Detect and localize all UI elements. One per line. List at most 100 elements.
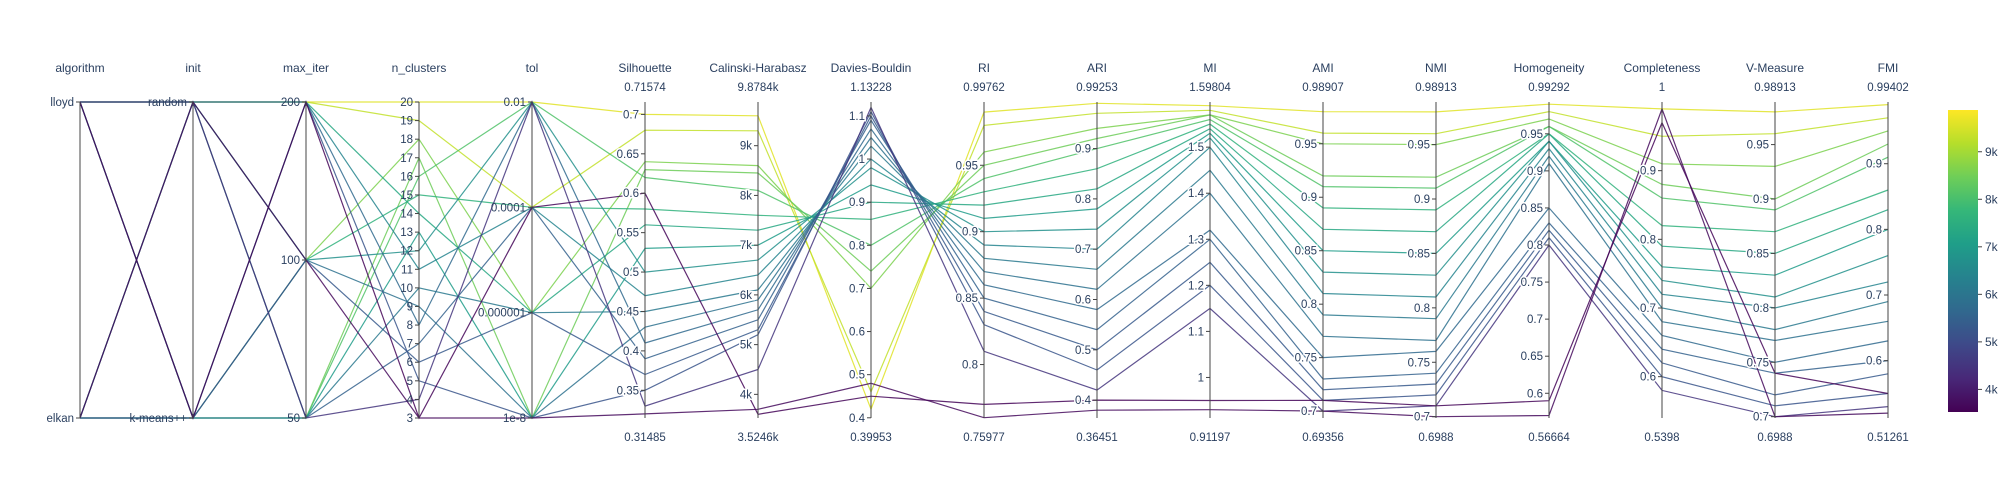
- axis-title: MI: [1203, 61, 1216, 75]
- axis-min-label: 0.51261: [1867, 432, 1909, 444]
- tick-label: 0.9: [1301, 192, 1317, 204]
- tick-label: 19: [400, 116, 413, 128]
- tick-label: 0.6: [1527, 388, 1543, 400]
- tick-label: 3: [407, 413, 413, 425]
- axis-calinski-harabasz[interactable]: Calinski-Harabasz 9.8784k 3.5246k 4k 5k 6k 7k 8…: [709, 61, 806, 444]
- tick-label: 0.95: [956, 160, 978, 172]
- axis-ami[interactable]: AMI 0.98907 0.69356 0.7 0.75 0.8 0.85 0.9 0.95: [1293, 61, 1344, 444]
- axis-max-label: 0.99762: [963, 82, 1005, 94]
- axis-title: Completeness: [1624, 61, 1701, 75]
- axis-tol[interactable]: tol 0.01 0.0001 0.000001 1e-8: [478, 61, 538, 425]
- axis-max-label: 1: [1659, 82, 1665, 94]
- axis-min-label: 0.91197: [1190, 432, 1231, 444]
- tick-label: 1: [859, 154, 865, 166]
- tick-label: 0.4: [1075, 395, 1092, 407]
- tick-label: 0.000001: [478, 308, 526, 320]
- tick-label: 0.95: [1295, 139, 1317, 151]
- axis-title: Davies-Bouldin: [831, 61, 912, 75]
- tick-label: 0.7: [849, 283, 865, 295]
- tick-label: 1e-8: [503, 413, 526, 425]
- axis-max-label: 1.59804: [1189, 82, 1231, 94]
- tick-label: 0.8: [1753, 303, 1769, 315]
- tick-label: 10: [400, 283, 413, 295]
- tick-label: 0.7: [1866, 290, 1882, 302]
- tick-label: 0.8: [962, 360, 978, 372]
- axis-max-label: 1.13228: [850, 82, 892, 94]
- tick-label: k-means++: [129, 413, 187, 425]
- axis-ri[interactable]: RI 0.99762 0.75977 0.8 0.85 0.9 0.95: [954, 61, 1005, 444]
- tick-label: 0.9: [1640, 166, 1656, 178]
- tick-label: 20: [400, 97, 413, 109]
- tick-label: 1: [1198, 372, 1204, 384]
- tick-label: 15: [400, 190, 413, 202]
- axis-algorithm[interactable]: algorithm lloyd elkan: [47, 61, 105, 425]
- tick-label: 5k: [740, 340, 752, 352]
- axis-homogeneity[interactable]: Homogeneity 0.99292 0.56664 0.6 0.65 0.7 0.75 0…: [1514, 61, 1585, 444]
- axis-fmi[interactable]: FMI 0.99402 0.51261 0.6 0.7 0.8 0.9: [1865, 61, 1909, 444]
- axis-ari[interactable]: ARI 0.99253 0.36451 0.4 0.5 0.6 0.7 0.8 0.9: [1074, 61, 1118, 444]
- axis-mi[interactable]: MI 1.59804 0.91197 1 1.1 1.2 1.3 1.4 1.5: [1187, 61, 1232, 444]
- tick-label: 0.6: [1640, 372, 1656, 384]
- tick-label: 0.5: [849, 370, 865, 382]
- tick-label: 0.9: [962, 227, 978, 239]
- tick-label: 0.8: [1640, 234, 1656, 246]
- axis-max-label: 0.99402: [1867, 82, 1909, 94]
- tick-label: 0.8: [1301, 299, 1317, 311]
- tick-label: 0.8: [1866, 224, 1882, 236]
- axis-init[interactable]: init random k-means++: [129, 61, 201, 425]
- tick-label: 100: [281, 255, 300, 267]
- axis-min-label: 0.39953: [850, 432, 892, 444]
- axis-completeness[interactable]: Completeness 1 0.5398 0.6 0.7 0.8 0.9: [1624, 61, 1701, 444]
- colorbar-tick-label: 6k: [1985, 287, 1999, 301]
- tick-label: 0.9: [1414, 194, 1430, 206]
- tick-label: 4k: [740, 389, 752, 401]
- axis-title: init: [185, 61, 201, 75]
- tick-label: 0.4: [849, 413, 866, 425]
- tick-label: 0.9: [849, 197, 865, 209]
- tick-label: 11: [401, 264, 413, 276]
- axis-silhouette[interactable]: Silhouette 0.71574 0.31485 0.35 0.4 0.45 0.5 0.…: [615, 61, 672, 444]
- axis-max-label: 0.98913: [1754, 82, 1796, 94]
- axis-max-label: 0.71574: [624, 82, 666, 94]
- tick-label: 8: [407, 320, 413, 332]
- tick-label: 0.6: [849, 327, 865, 339]
- axis-min-label: 0.31485: [624, 432, 666, 444]
- tick-label: 9: [407, 301, 413, 313]
- colorbar-tick-label: 9k: [1985, 145, 1999, 159]
- axis-title: Calinski-Harabasz: [709, 61, 806, 75]
- tick-label: 0.7: [1414, 412, 1430, 424]
- axis-nmi[interactable]: NMI 0.98913 0.6988 0.7 0.75 0.8 0.85 0.9 0.95: [1406, 61, 1457, 444]
- tick-label: 0.7: [1301, 406, 1317, 418]
- axis-min-label: 0.6988: [1418, 432, 1453, 444]
- tick-label: 0.45: [617, 306, 639, 318]
- tick-label: 0.9: [1866, 159, 1882, 171]
- tick-label: 0.85: [956, 293, 978, 305]
- axis-max-label: 0.99292: [1528, 82, 1570, 94]
- axis-max-iter[interactable]: max_iter 200 100 50: [281, 61, 329, 425]
- axis-title: V-Measure: [1746, 61, 1804, 75]
- tick-label: 0.75: [1295, 353, 1317, 365]
- tick-label: 1.2: [1188, 280, 1204, 292]
- axis-v-measure[interactable]: V-Measure 0.98913 0.6988 0.7 0.75 0.8 0.85 0.9 0…: [1745, 61, 1804, 444]
- tick-label: 0.55: [617, 228, 639, 240]
- axis-n-clusters[interactable]: n_clusters 20 19 18 17 16 15 14 13 12 11 10 9 8 7 6 5 4 3: [392, 61, 447, 425]
- axis-davies-bouldin[interactable]: Davies-Bouldin 1.13228 0.39953 0.4 0.5 0.6 0.7…: [831, 61, 912, 444]
- tick-label: 14: [400, 209, 413, 221]
- tick-label: 0.85: [1747, 248, 1769, 260]
- tick-label: 6: [407, 357, 413, 369]
- tick-label: 0.8: [1527, 240, 1543, 252]
- axis-max-label: 0.99253: [1076, 82, 1118, 94]
- axis-title: algorithm: [55, 61, 104, 75]
- tick-label: 0.75: [1747, 357, 1769, 369]
- axis-title: n_clusters: [392, 61, 447, 75]
- tick-label: 0.85: [1295, 246, 1317, 258]
- tick-label: 0.7: [1753, 412, 1769, 424]
- colorbar-gradient: [1948, 110, 1978, 412]
- tick-label: 13: [400, 227, 413, 239]
- colorbar-tick-label: 5k: [1985, 335, 1999, 349]
- axes-layer: algorithm lloyd elkan init random k-means++ ma…: [47, 61, 1909, 444]
- axis-title: NMI: [1425, 61, 1447, 75]
- colorbar-tick-label: 4k: [1985, 382, 1999, 396]
- tick-label: 0.7: [1640, 303, 1656, 315]
